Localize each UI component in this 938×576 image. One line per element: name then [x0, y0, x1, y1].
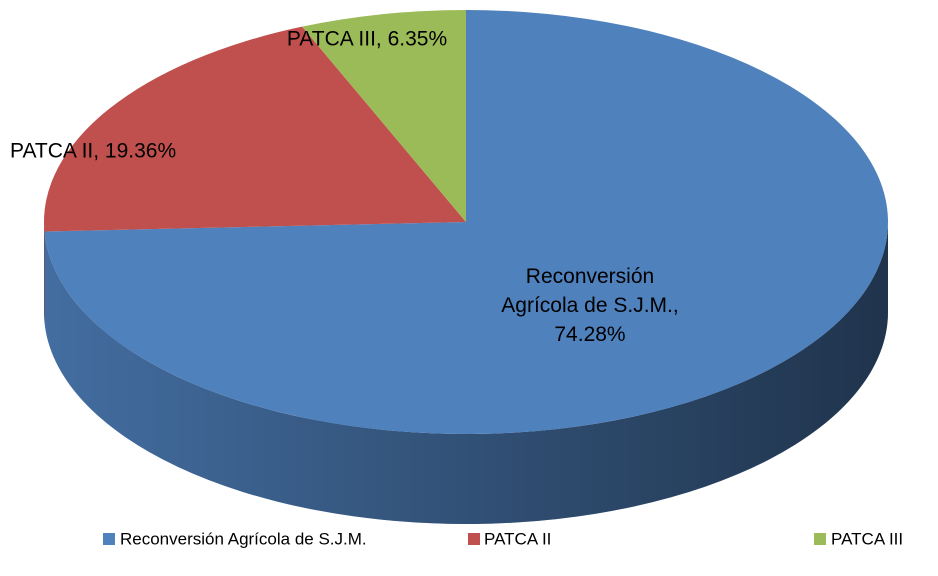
legend-swatch [814, 533, 826, 545]
legend-label: PATCA III [831, 529, 903, 548]
side-shade [44, 222, 888, 525]
pie-slice [302, 10, 466, 222]
data-label: PATCA III, 6.35% [287, 28, 447, 51]
legend-label: Reconversión Agrícola de S.J.M. [120, 529, 367, 548]
data-label: PATCA II, 19.36% [10, 140, 176, 163]
legend-swatch [103, 533, 115, 545]
legend-label: PATCA II [484, 529, 551, 548]
legend-swatch [468, 533, 480, 545]
data-label: Reconversión Agrícola de S.J.M., 74.28% [501, 265, 679, 346]
pie-slice [44, 26, 466, 232]
pie-slice [44, 10, 889, 434]
